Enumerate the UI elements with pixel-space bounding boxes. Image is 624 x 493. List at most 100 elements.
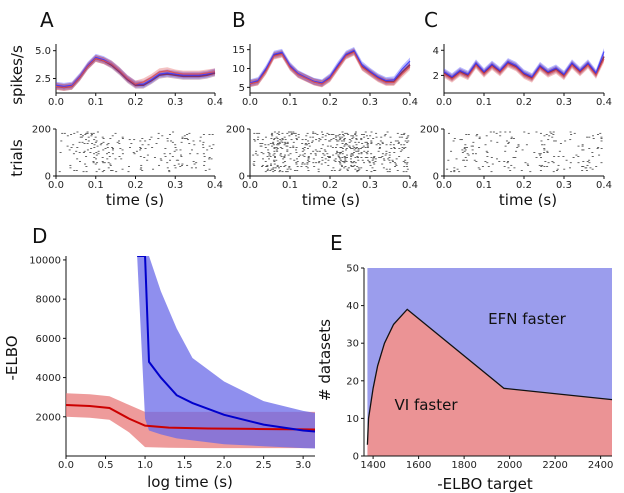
panel-a-ytick-label: 2.5	[35, 74, 51, 85]
panel-b-xtick-label: 0.3	[362, 97, 378, 108]
panel-label-a: A	[40, 8, 54, 32]
panel-e-ytick-label: 30	[346, 339, 359, 350]
raster-c-ytick-label: 0	[433, 172, 439, 183]
panel-d-ytick-label: 8000	[36, 295, 61, 306]
panel-a-xtick-label: 0.0	[48, 97, 64, 108]
panel-b-line-1	[249, 49, 411, 84]
panel-b-ytick-label: 15	[232, 45, 245, 56]
panel-a-xtick-label: 0.2	[128, 97, 144, 108]
raster-c-xlabel: time (s)	[499, 191, 557, 209]
panel-b-xtick-label: 0.0	[242, 97, 258, 108]
panel-e-ytick-label: 0	[353, 452, 359, 463]
raster-a-xtick-label: 0.1	[88, 180, 104, 191]
raster-c-xtick-label: 0.1	[476, 180, 492, 191]
logtime-axis-label: log time (s)	[147, 473, 233, 491]
panel-b-ytick-label: 10	[232, 64, 245, 75]
panel-d-plot	[66, 256, 315, 449]
panel-b-xtick-label: 0.2	[322, 97, 338, 108]
panel-c-line-2	[443, 58, 605, 80]
raster-a-xtick-label: 0.4	[207, 180, 223, 191]
panel-c-xtick-label: 0.3	[556, 97, 572, 108]
panel-e-xtick-label: 2200	[542, 460, 567, 471]
panel-a-xtick-label: 0.1	[88, 97, 104, 108]
plot-layer: 0.0 0.1 0.2 0.3 0.4 2.5 5.0 0.0 0.1 0.2 0.3 0.4 5 10 1…	[29, 44, 613, 471]
panel-e-blank-strip	[364, 268, 368, 456]
panel-e-ytick-label: 20	[346, 376, 359, 387]
panel-label-b: B	[232, 8, 246, 32]
panel-e-boundary	[366, 308, 613, 445]
trials-axis-label: trials	[8, 139, 26, 177]
raster-b-xtick-label: 0.2	[322, 180, 338, 191]
panel-c-xtick-label: 0.0	[436, 97, 452, 108]
efn-faster-label: EFN faster	[488, 310, 566, 328]
panel-a-xtick-label: 0.4	[207, 97, 223, 108]
panel-a-ytick-label: 5.0	[35, 46, 51, 57]
panel-d-xtick-label: 1.0	[137, 460, 153, 471]
panel-b-line-2	[249, 51, 411, 85]
raster-b-ytick-label: 200	[226, 125, 245, 136]
panel-c-line-1	[443, 51, 605, 78]
panel-e-xtick-label: 1400	[360, 460, 385, 471]
raster-c-spikes	[446, 131, 603, 173]
raster-a-xtick-label: 0.2	[128, 180, 144, 191]
panel-d-ytick-label: 2000	[36, 412, 61, 423]
panel-b-xtick-label: 0.4	[402, 97, 418, 108]
raster-c-ytick-label: 200	[420, 125, 439, 136]
panel-c-xtick-label: 0.4	[596, 97, 612, 108]
raster-a-spikes	[58, 131, 215, 173]
panel-label-d: D	[32, 224, 47, 248]
panel-e-xtick-label: 2400	[588, 460, 613, 471]
panel-d-xtick-label: 3.0	[295, 460, 311, 471]
raster-b-spikes	[252, 131, 410, 173]
panel-c-xtick-label: 0.1	[476, 97, 492, 108]
raster-b-xlabel: time (s)	[302, 191, 360, 209]
panel-d-band-efn	[137, 256, 315, 449]
raster-b-xtick-label: 0.3	[362, 180, 378, 191]
raster-a-ytick-label: 200	[32, 125, 51, 136]
panel-b-band-2	[250, 48, 410, 88]
panel-d-ytick-label: 6000	[36, 334, 61, 345]
rate-axis-label: spikes/s	[8, 45, 26, 105]
panel-e-ytick-label: 40	[346, 301, 359, 312]
vi-faster-label: VI faster	[394, 396, 458, 414]
panel-e-xtick-label: 2000	[497, 460, 522, 471]
panel-c-line-0	[443, 56, 605, 79]
panel-d-xtick-label: 0.5	[98, 460, 114, 471]
panel-d-ytick-label: 10000	[29, 255, 61, 266]
raster-b-xtick-label: 0.4	[402, 180, 418, 191]
raster-a-xtick-label: 0.0	[48, 180, 64, 191]
panel-d-ytick-label: 4000	[36, 373, 61, 384]
panel-c-xtick-label: 0.2	[516, 97, 532, 108]
panel-e-xtick-label: 1600	[406, 460, 431, 471]
raster-b-ytick-label: 0	[239, 172, 245, 183]
panel-a-xtick-label: 0.3	[167, 97, 183, 108]
datasets-axis-label: # datasets	[316, 319, 334, 401]
raster-c-xtick-label: 0.4	[596, 180, 612, 191]
raster-b-xtick-label: 0.1	[282, 180, 298, 191]
panel-c-ytick-label: 4	[433, 46, 439, 57]
raster-a-xtick-label: 0.3	[167, 180, 183, 191]
panel-c-ytick-label: 2	[433, 71, 439, 82]
panel-label-c: C	[424, 8, 438, 32]
raster-b-xtick-label: 0.0	[242, 180, 258, 191]
panel-d-xtick-label: 2.0	[216, 460, 232, 471]
panel-d-line-efn	[137, 256, 315, 433]
elbo-target-axis-label: -ELBO target	[437, 475, 533, 493]
panel-b-xtick-label: 0.1	[282, 97, 298, 108]
panel-e-xtick-label: 1800	[451, 460, 476, 471]
raster-a-ytick-label: 0	[45, 172, 51, 183]
raster-c-xtick-label: 0.2	[516, 180, 532, 191]
raster-c-xtick-label: 0.3	[556, 180, 572, 191]
panel-d-xtick-label: 0.0	[58, 460, 74, 471]
panel-d-line-vi	[66, 404, 315, 431]
panel-label-e: E	[330, 231, 343, 255]
panel-d-xtick-label: 2.5	[256, 460, 272, 471]
panel-e-ytick-label: 50	[346, 264, 359, 275]
panel-d-xtick-label: 1.5	[177, 460, 193, 471]
raster-c-xtick-label: 0.0	[436, 180, 452, 191]
elbo-axis-label: -ELBO	[3, 335, 21, 380]
panel-b-ytick-label: 5	[239, 83, 245, 94]
vi-faster-region	[367, 309, 612, 456]
raster-a-xlabel: time (s)	[106, 191, 164, 209]
